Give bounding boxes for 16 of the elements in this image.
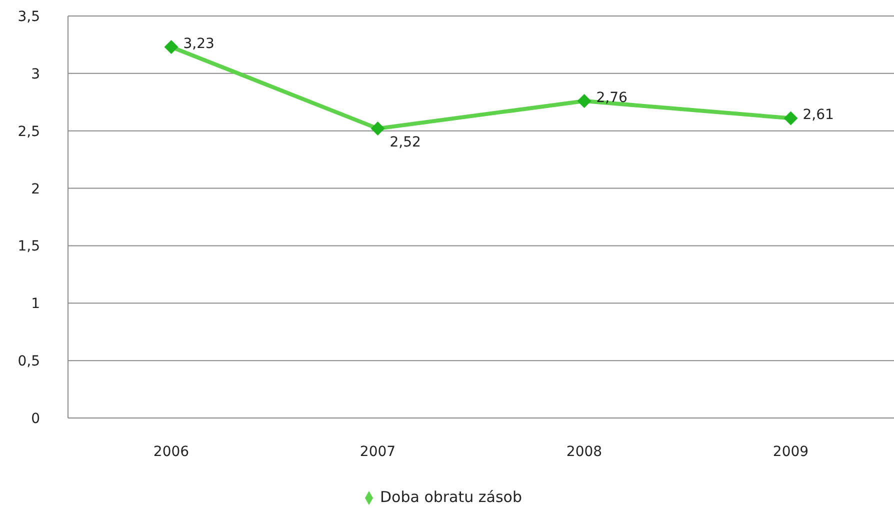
x-tick-label: 2008 xyxy=(566,444,602,460)
x-tick-label: 2009 xyxy=(772,444,809,460)
x-tick-label: 2006 xyxy=(153,444,190,460)
data-label: 3,23 xyxy=(183,36,214,52)
data-label: 2,61 xyxy=(802,107,834,124)
y-tick-label: 3 xyxy=(31,66,40,82)
y-tick-label: 3,5 xyxy=(18,8,40,25)
y-tick-label: 1 xyxy=(31,296,40,312)
legend-label: Doba obratu zásob xyxy=(380,488,522,506)
data-label: 2,52 xyxy=(390,134,421,151)
y-tick-label: 2,5 xyxy=(18,124,40,140)
y-tick-label: 0,5 xyxy=(18,354,40,370)
x-tick-label: 2007 xyxy=(360,444,396,460)
y-tick-label: 2 xyxy=(31,181,40,198)
y-tick-label: 0 xyxy=(31,410,40,427)
y-tick-label: 1,5 xyxy=(18,238,40,255)
